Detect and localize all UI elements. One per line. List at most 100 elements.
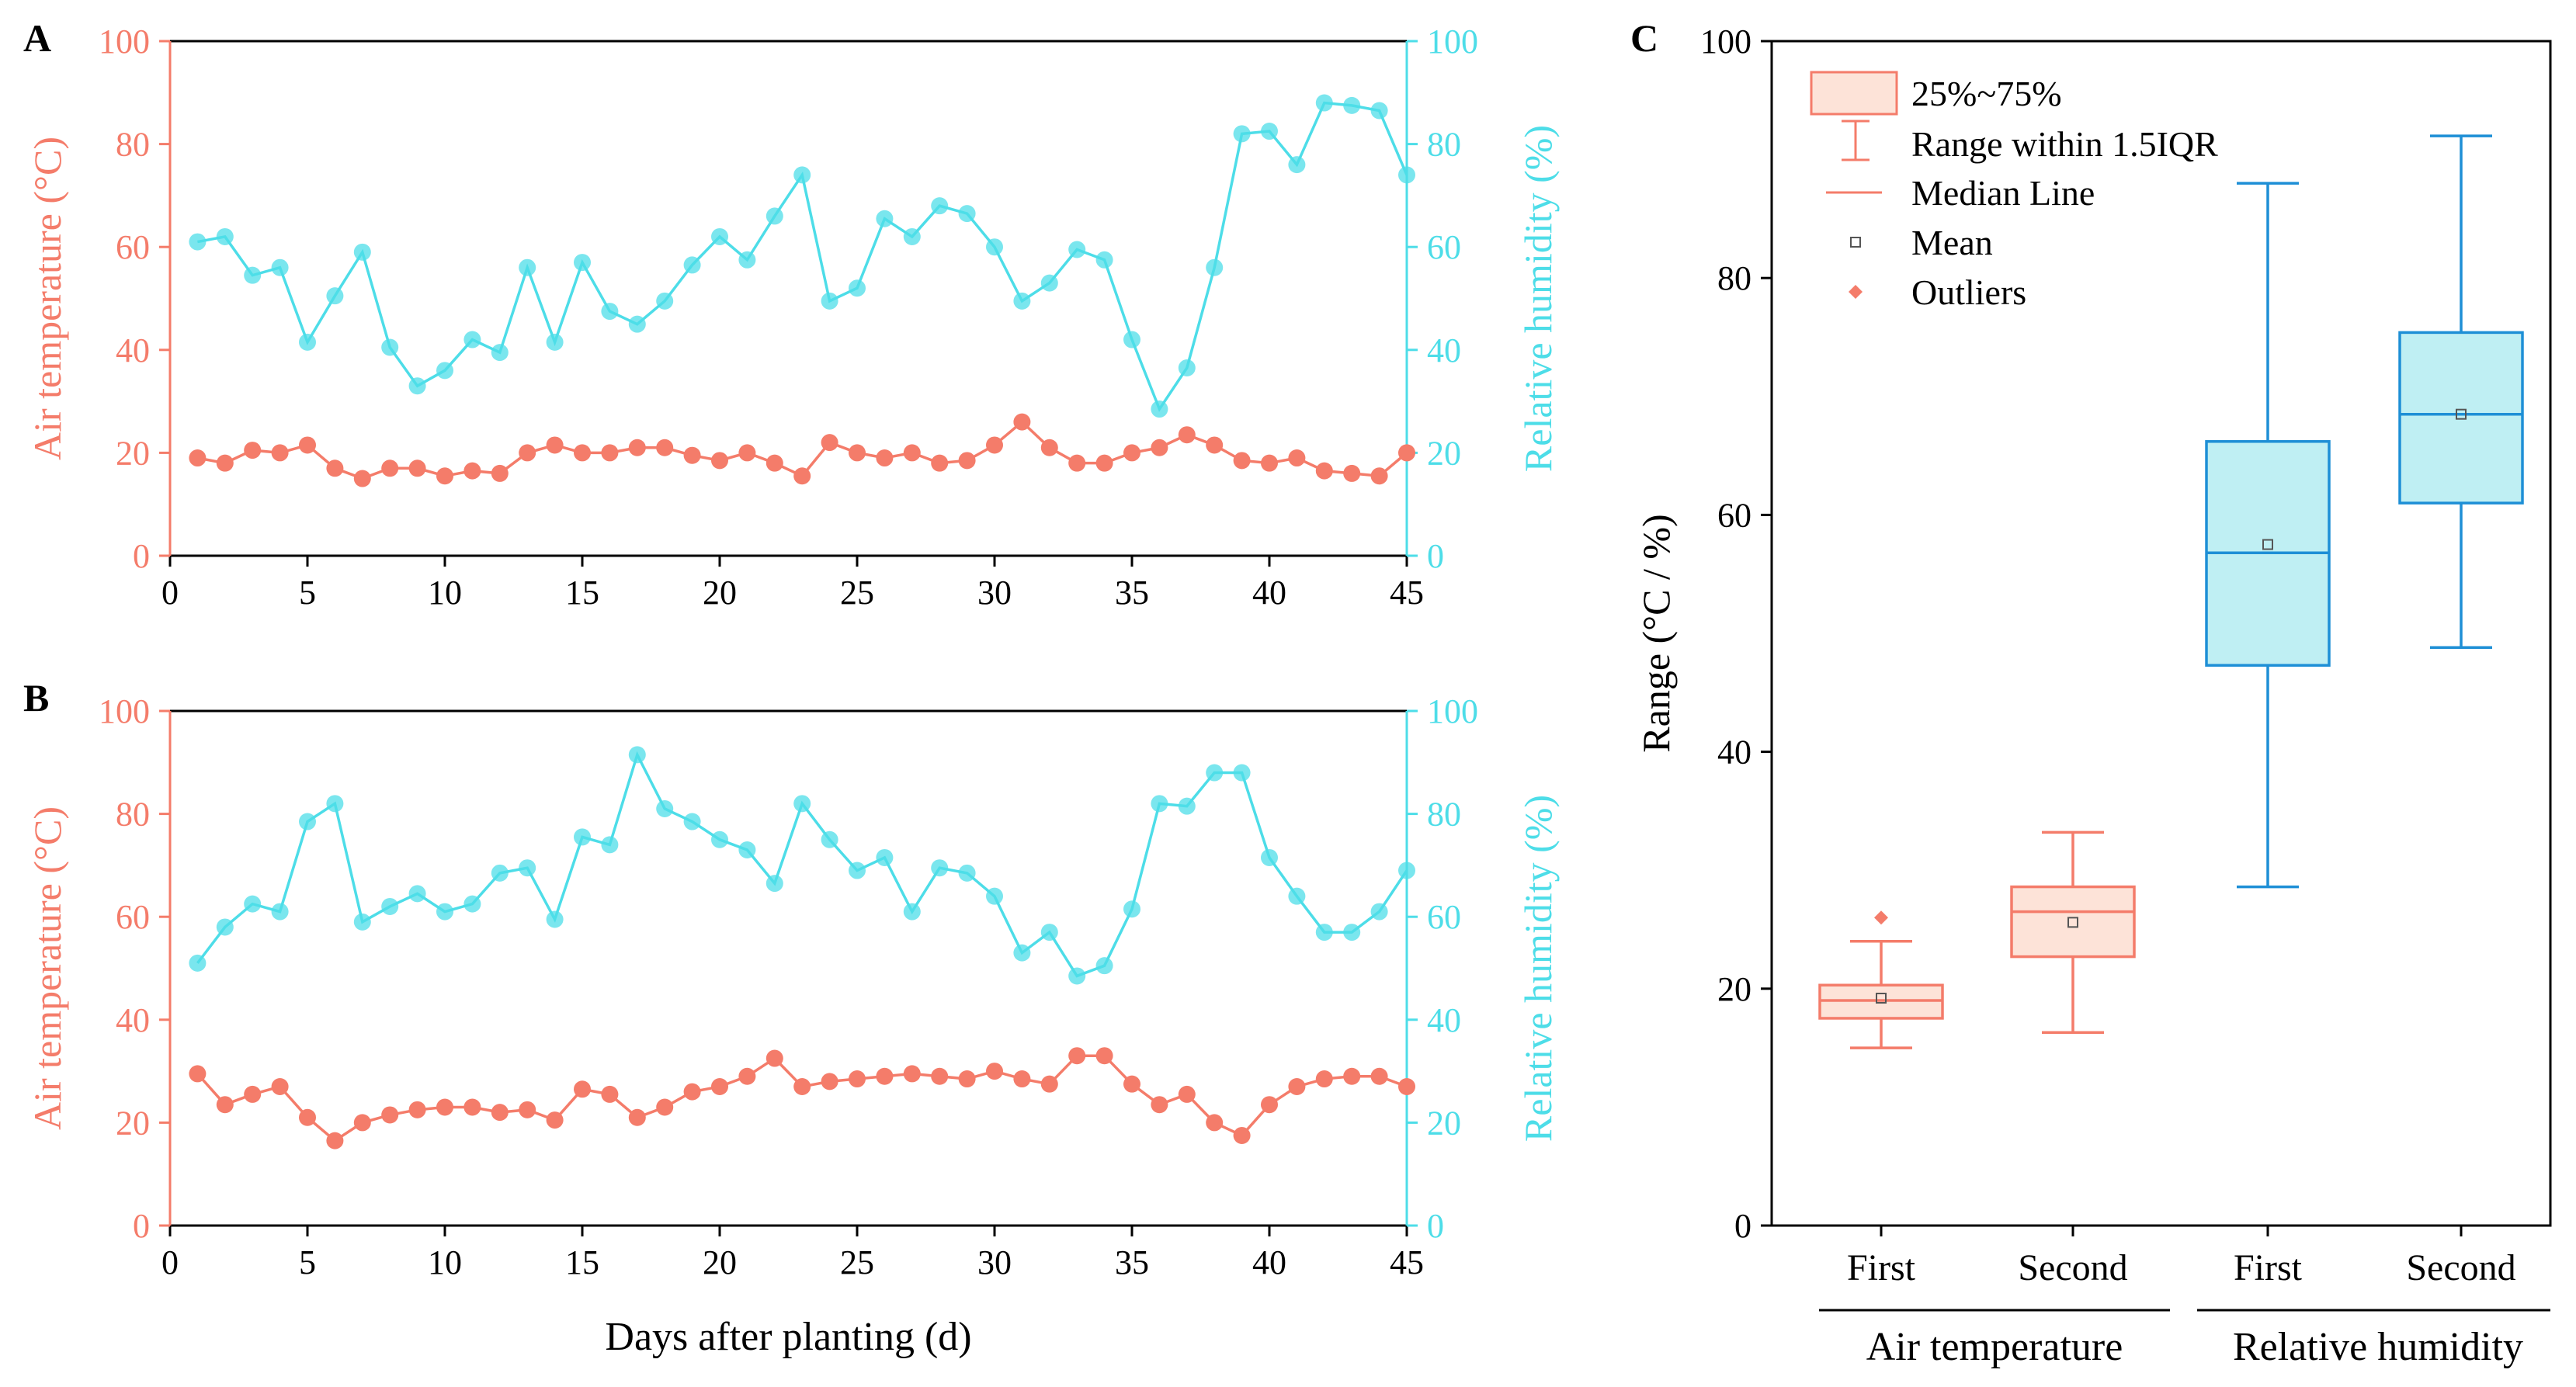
mean-marker — [2262, 539, 2273, 550]
iqr-box — [2398, 331, 2524, 505]
humidity-point — [876, 210, 894, 227]
y2-axis-title: Relative humidity (%) — [1516, 795, 1560, 1142]
y-axis-title: Air temperature (°C) — [26, 806, 69, 1130]
temperature-point — [216, 1096, 234, 1114]
y-tick-label: 20 — [1717, 970, 1751, 1008]
temperature-point — [408, 1101, 426, 1118]
y2-tick-label: 0 — [1427, 537, 1444, 575]
y2-tick-label: 40 — [1427, 331, 1461, 369]
mean-marker — [1876, 993, 1887, 1004]
humidity-point — [546, 333, 564, 351]
temperature-point — [1343, 464, 1361, 482]
humidity-point — [903, 227, 921, 245]
temperature-point — [574, 444, 591, 462]
humidity-point — [216, 918, 234, 936]
temperature-point — [353, 470, 371, 487]
y-tick-label: 100 — [1700, 23, 1751, 61]
x-tick-label: 0 — [161, 574, 179, 612]
group-label: Relative humidity — [2233, 1325, 2523, 1369]
temperature-point — [1370, 1067, 1388, 1085]
temperature-point — [1095, 454, 1113, 472]
temperature-point — [821, 1073, 838, 1091]
humidity-point — [931, 859, 949, 877]
humidity-point — [986, 238, 1003, 256]
temperature-point — [849, 1070, 866, 1088]
iqr-box — [2010, 885, 2136, 959]
temperature-point — [1013, 1070, 1031, 1088]
humidity-point — [656, 292, 674, 310]
temperature-point — [986, 1063, 1003, 1080]
humidity-point — [1013, 944, 1031, 962]
temperature-point — [1068, 454, 1086, 472]
y2-tick-label: 20 — [1427, 1104, 1461, 1142]
humidity-line — [196, 751, 1408, 978]
temperature-point — [931, 1067, 949, 1085]
humidity-point — [766, 207, 783, 225]
y-tick-label: 0 — [133, 537, 150, 575]
humidity-line — [197, 101, 1408, 412]
temperature-line — [196, 1054, 1408, 1143]
humidity-point — [656, 799, 674, 817]
outlier-marker — [1874, 910, 1888, 925]
humidity-point — [1261, 848, 1278, 866]
temperature-point — [1178, 1085, 1196, 1103]
panel-b-line-chart: B0 5 10 15 20 25 30 35 40 45020406080100020406080… — [23, 676, 1560, 1359]
humidity-point — [1178, 797, 1196, 815]
temperature-point — [1206, 436, 1224, 454]
x-tick-label: 45 — [1390, 1243, 1424, 1281]
humidity-point — [436, 903, 453, 921]
y-tick-label: 60 — [1717, 496, 1751, 534]
temperature-point — [189, 1065, 207, 1083]
humidity-point — [1095, 251, 1113, 269]
humidity-point — [1398, 862, 1415, 879]
humidity-point — [1315, 924, 1333, 941]
humidity-point — [519, 258, 536, 276]
humidity-point — [1288, 887, 1306, 905]
y-tick-label: 60 — [116, 898, 150, 936]
humidity-point — [244, 895, 262, 913]
humidity-point — [793, 795, 811, 813]
humidity-point — [1370, 903, 1388, 921]
y2-tick-label: 0 — [1427, 1207, 1444, 1245]
temperature-point — [1398, 1077, 1415, 1095]
temperature-point — [628, 1108, 646, 1126]
temperature-point — [738, 1067, 756, 1085]
humidity-point — [849, 279, 866, 297]
temperature-point — [1178, 426, 1196, 444]
y-tick-label: 0 — [133, 1207, 150, 1245]
humidity-point — [244, 266, 262, 284]
temperature-point — [683, 446, 701, 464]
humidity-point — [711, 830, 728, 848]
y2-tick-label: 40 — [1427, 1001, 1461, 1039]
x-tick-label: 25 — [840, 574, 874, 612]
humidity-point — [381, 338, 399, 356]
temperature-point — [793, 467, 811, 485]
temperature-point — [876, 1067, 894, 1085]
temperature-point — [491, 1104, 509, 1122]
temperature-point — [1233, 1126, 1251, 1144]
legend-label: Range within 1.5IQR — [1911, 124, 2218, 164]
humidity-point — [1261, 123, 1278, 140]
humidity-point — [299, 333, 316, 351]
y-tick-label: 40 — [116, 331, 150, 369]
humidity-point — [628, 315, 646, 333]
temperature-point — [1315, 1070, 1333, 1088]
humidity-point — [1315, 94, 1333, 112]
temperature-point — [958, 1070, 976, 1088]
humidity-point — [436, 362, 453, 380]
x-tick-label: 30 — [977, 1243, 1012, 1281]
y2-axis-title: Relative humidity (%) — [1516, 125, 1560, 472]
humidity-point — [601, 836, 619, 854]
temperature-point — [849, 444, 866, 462]
y2-tick-label: 60 — [1427, 228, 1461, 266]
humidity-point — [1151, 400, 1168, 418]
humidity-point — [1151, 795, 1168, 813]
humidity-point — [628, 746, 646, 764]
humidity-point — [821, 830, 838, 848]
temperature-point — [271, 444, 289, 462]
humidity-point — [1206, 764, 1224, 782]
humidity-point — [546, 910, 564, 928]
humidity-point — [271, 903, 289, 921]
humidity-point — [958, 205, 976, 223]
temperature-point — [766, 454, 783, 472]
